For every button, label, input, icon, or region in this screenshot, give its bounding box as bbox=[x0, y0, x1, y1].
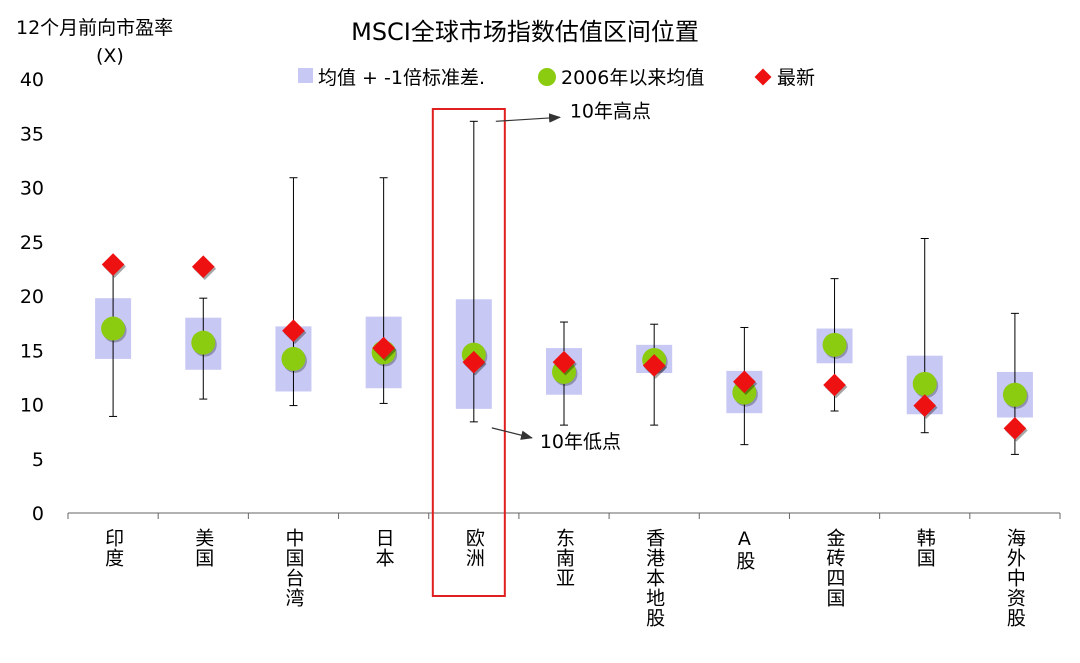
latest-marker bbox=[191, 255, 215, 279]
high-annotation-label: 10年高点 bbox=[570, 100, 651, 122]
category-label: 韩国 bbox=[914, 528, 936, 568]
mean-marker bbox=[281, 346, 306, 371]
category-label: 印度 bbox=[102, 528, 124, 568]
category-label: 美国 bbox=[192, 528, 214, 568]
latest-marker bbox=[1003, 417, 1027, 440]
y-tick-label: 15 bbox=[20, 340, 44, 362]
y-axis-label-line2: (X) bbox=[96, 45, 124, 67]
axes: 0 5 10 15 20 25 30 35 40 印度 美国 中国台湾 日本 欧洲 东南亚 香港本地股 A股 金砖… bbox=[20, 69, 1061, 628]
y-tick-label: 20 bbox=[20, 286, 44, 308]
category-label: 金砖四国 bbox=[824, 528, 846, 608]
category-label: 香港本地股 bbox=[643, 528, 665, 628]
mean-marker bbox=[191, 330, 216, 355]
mean-marker bbox=[1002, 382, 1027, 407]
y-tick-label: 35 bbox=[20, 123, 44, 145]
chart-title: MSCI全球市场指数估值区间位置 bbox=[351, 18, 699, 46]
legend-latest-marker bbox=[754, 68, 772, 86]
y-tick-label: 10 bbox=[20, 395, 44, 417]
legend-band-label: 均值 + -1倍标准差. bbox=[318, 67, 485, 89]
y-tick-label: 40 bbox=[20, 69, 44, 91]
legend-mean-marker bbox=[538, 68, 556, 86]
latest-marker bbox=[101, 253, 125, 276]
category-label: 日本 bbox=[373, 528, 395, 568]
category-label: 海外中资股 bbox=[1004, 528, 1026, 628]
legend-band-swatch bbox=[298, 68, 313, 83]
y-tick-label: 25 bbox=[20, 232, 44, 254]
legend: 均值 + -1倍标准差. 2006年以来均值 最新 bbox=[298, 67, 815, 89]
mean-marker bbox=[101, 316, 126, 341]
y-axis-label-line1: 12个月前向市盈率 bbox=[16, 17, 173, 39]
legend-latest-label: 最新 bbox=[777, 67, 815, 89]
chart-marks bbox=[95, 120, 1033, 455]
category-label: A股 bbox=[733, 528, 755, 571]
legend-mean-label: 2006年以来均值 bbox=[561, 67, 704, 89]
latest-marker bbox=[823, 373, 846, 397]
mean-marker bbox=[912, 371, 937, 396]
mean-marker bbox=[822, 332, 847, 357]
category-label: 中国台湾 bbox=[282, 528, 304, 608]
low-annotation-label: 10年低点 bbox=[540, 431, 621, 453]
high-annotation-arrow bbox=[495, 113, 562, 123]
category-label: 东南亚 bbox=[553, 528, 575, 588]
low-annotation-arrow bbox=[491, 427, 533, 440]
y-tick-label: 30 bbox=[20, 178, 44, 200]
annotations: 10年高点 10年低点 bbox=[431, 100, 651, 597]
highlight-box bbox=[431, 108, 506, 597]
y-tick-label: 5 bbox=[32, 449, 44, 471]
category-label: 欧洲 bbox=[463, 528, 485, 568]
y-tick-label: 0 bbox=[32, 503, 44, 525]
